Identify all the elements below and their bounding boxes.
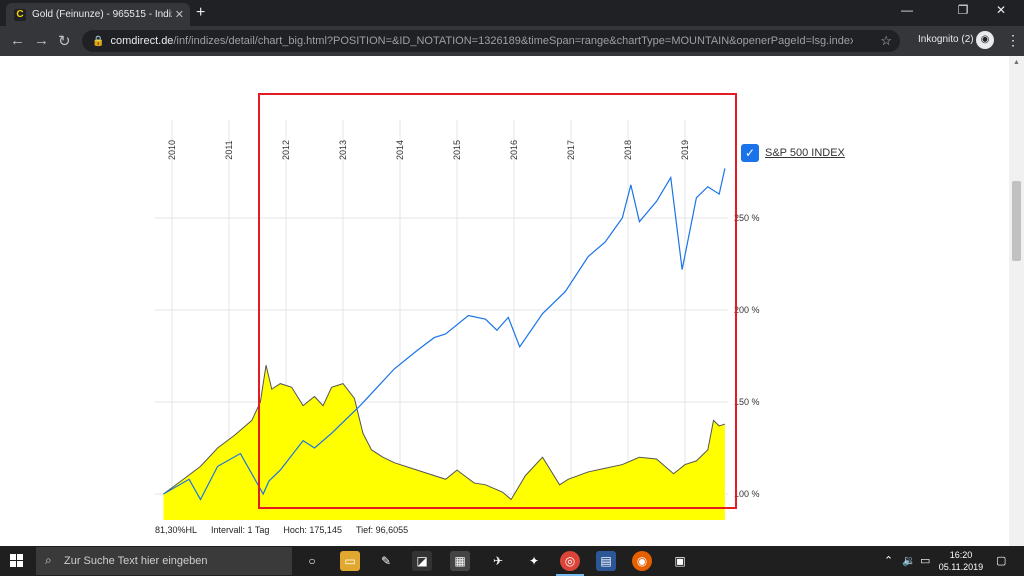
incognito-icon[interactable]: ◉ xyxy=(976,31,994,49)
new-tab-icon[interactable]: + xyxy=(196,4,206,21)
app-icon-2[interactable]: ◪ xyxy=(412,551,432,571)
app-icon-6[interactable]: ▣ xyxy=(674,554,686,568)
scroll-up-icon[interactable]: ▲ xyxy=(1013,59,1020,66)
x-tick-label: 2014 xyxy=(395,140,405,160)
y-tick-label: 200 % xyxy=(734,305,760,315)
chart-stats: 81,30%HL Intervall: 1 Tag Hoch: 175,145 … xyxy=(155,525,408,535)
lock-icon: 🔒 xyxy=(92,35,105,47)
browser-titlebar: C Gold (Feinunze) - 965515 - Indiz ✕ + —… xyxy=(0,0,1024,26)
search-icon: ⌕ xyxy=(45,553,52,567)
tab-favicon: C xyxy=(14,8,26,21)
url-host: comdirect.de xyxy=(110,35,174,47)
clock[interactable]: 16:20 05.11.2019 xyxy=(936,549,986,573)
x-tick-label: 2015 xyxy=(452,140,462,160)
x-tick-label: 2012 xyxy=(281,140,291,160)
app-icon-5[interactable]: ▤ xyxy=(596,551,616,571)
menu-icon[interactable]: ⋮ xyxy=(1006,32,1020,48)
app-icon-3[interactable]: ✈ xyxy=(492,554,504,568)
active-app-indicator xyxy=(556,574,584,576)
reload-icon[interactable]: ↻ xyxy=(58,33,71,50)
chart-canvas: 2010 2011 2012 2013 2014 2015 2016 2017 2018 2019… xyxy=(155,93,760,520)
bookmark-star-icon[interactable]: ☆ xyxy=(880,33,892,48)
legend-checkbox-icon[interactable]: ✓ xyxy=(741,144,759,162)
highlight-box xyxy=(258,93,737,509)
browser-tab[interactable]: C Gold (Feinunze) - 965515 - Indiz ✕ xyxy=(6,3,190,26)
app-icon-4[interactable]: ✦ xyxy=(528,554,540,568)
notifications-icon[interactable]: ▢ xyxy=(996,555,1007,567)
gold-outline xyxy=(163,365,726,501)
taskbar-search[interactable]: ⌕ Zur Suche Text hier eingeben xyxy=(36,547,292,575)
gold-area xyxy=(163,365,725,520)
legend[interactable]: ✓ S&P 500 INDEX xyxy=(741,144,845,162)
tab-close-icon[interactable]: ✕ xyxy=(174,9,184,21)
browser-toolbar: ← → ↻ 🔒 comdirect.de /inf/indizes/detail… xyxy=(0,26,1024,56)
forward-icon[interactable]: → xyxy=(34,32,49,49)
scrollbar[interactable]: ▲ xyxy=(1009,56,1024,546)
calculator-icon[interactable]: ▦ xyxy=(450,551,470,571)
taskbar: ⌕ Zur Suche Text hier eingeben ○ ▭ ✎ ◪ ▦… xyxy=(0,546,1024,576)
stat-change: 81,30%HL xyxy=(155,525,198,535)
stat-high: Hoch: 175,145 xyxy=(283,525,342,535)
taskbar-search-placeholder: Zur Suche Text hier eingeben xyxy=(64,555,208,567)
firefox-icon[interactable]: ◉ xyxy=(632,551,652,571)
x-tick-label: 2018 xyxy=(623,140,633,160)
back-icon[interactable]: ← xyxy=(10,32,25,49)
y-tick-label: 100 % xyxy=(734,489,760,499)
series-gold xyxy=(163,365,726,520)
x-tick-label: 2019 xyxy=(680,140,690,160)
profile-label[interactable]: Inkognito (2) xyxy=(918,34,974,45)
app-icon-1[interactable]: ✎ xyxy=(380,554,392,568)
page-content xyxy=(0,56,1024,546)
y-tick-label: 150 % xyxy=(734,397,760,407)
axis-ticks: 2010 2011 2012 2013 2014 2015 2016 2017 2018 2019… xyxy=(167,140,760,499)
stat-interval: Intervall: 1 Tag xyxy=(211,525,270,535)
tab-title: Gold (Feinunze) - 965515 - Indiz xyxy=(32,9,172,20)
x-tick-label: 2010 xyxy=(167,140,177,160)
volume-icon[interactable]: 🔉 xyxy=(902,555,916,567)
legend-label[interactable]: S&P 500 INDEX xyxy=(765,147,845,159)
x-tick-label: 2017 xyxy=(566,140,576,160)
x-tick-label: 2013 xyxy=(338,140,348,160)
close-window-icon[interactable]: ✕ xyxy=(995,3,1007,17)
x-tick-label: 2016 xyxy=(509,140,519,160)
maximize-icon[interactable]: ❐ xyxy=(957,3,969,17)
clock-time: 16:20 xyxy=(949,550,973,560)
scrollbar-thumb[interactable] xyxy=(1012,181,1021,261)
y-tick-label: 250 % xyxy=(734,213,760,223)
sp500-line xyxy=(163,168,726,501)
minimize-icon[interactable]: — xyxy=(901,3,913,17)
url-path: /inf/indizes/detail/chart_big.html?POSIT… xyxy=(173,35,854,47)
address-bar[interactable]: 🔒 comdirect.de /inf/indizes/detail/chart… xyxy=(82,30,900,52)
windows-start-icon[interactable] xyxy=(10,554,24,568)
file-explorer-icon[interactable]: ▭ xyxy=(340,551,360,571)
chrome-icon[interactable]: ◎ xyxy=(560,551,580,571)
series-sp500 xyxy=(163,168,726,501)
task-view-icon[interactable]: ○ xyxy=(308,554,316,568)
x-tick-label: 2011 xyxy=(224,140,234,159)
clock-date: 05.11.2019 xyxy=(938,562,984,572)
tray-chevron-icon[interactable]: ⌃ xyxy=(884,555,894,567)
stat-low: Tief: 96,6055 xyxy=(355,525,409,535)
network-icon[interactable]: ▭ xyxy=(920,555,931,567)
